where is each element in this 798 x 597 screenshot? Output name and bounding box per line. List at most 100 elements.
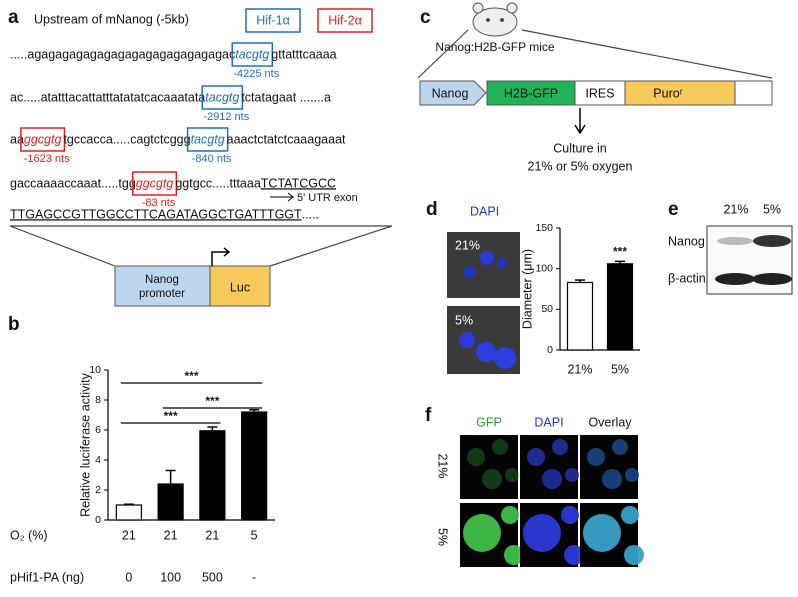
- site-box: [231, 42, 274, 67]
- funnel: [9, 225, 393, 267]
- construct-box: [624, 80, 736, 106]
- micrograph-tile: [580, 435, 638, 499]
- x-tick-label: 0: [125, 570, 132, 584]
- cell-cluster: [565, 468, 579, 482]
- tss-arrow: [211, 247, 231, 266]
- construct-label: Puroʳ: [653, 86, 682, 100]
- y-axis-label: Diameter (μm): [520, 249, 534, 329]
- y-tick-label: 8: [95, 394, 101, 406]
- micrograph-tile: [520, 435, 578, 499]
- legend-box: [245, 8, 301, 33]
- cell-cluster: [602, 469, 622, 489]
- culture-label: 21% or 5% oxygen: [528, 159, 633, 173]
- sequence-text: gaccaaaaccaaat.....tgg: [10, 176, 136, 190]
- cell-cluster: [542, 469, 562, 489]
- promoter-label: promoter: [139, 288, 185, 300]
- row-label: Nanog: [668, 234, 705, 248]
- bar: [606, 263, 634, 351]
- cell-cluster: [624, 545, 644, 565]
- y-tick-label: 50: [541, 303, 553, 315]
- x-tick-label: 21: [164, 528, 178, 542]
- site-position: -1623 nts: [24, 153, 70, 165]
- binding-site: ggcgtg: [136, 176, 174, 190]
- cell-cluster: [505, 468, 519, 482]
- cell-cluster: [625, 468, 639, 482]
- x-tick-label: 21%: [567, 362, 592, 376]
- row-label: 5%: [436, 528, 450, 546]
- cell-cluster: [523, 514, 561, 552]
- site-box: [20, 127, 66, 152]
- image-label: 21%: [455, 238, 480, 252]
- mice-label: Nanog:H2B-GFP mice: [435, 40, 554, 54]
- panel-label: f: [425, 405, 432, 426]
- cell-cluster: [492, 439, 508, 455]
- panel-label: b: [8, 314, 20, 335]
- legend-label: Hif-2α: [328, 13, 362, 27]
- column-label: DAPI: [534, 415, 563, 429]
- cell-cluster: [527, 448, 545, 466]
- binding-site: tacgtg: [235, 47, 269, 61]
- construct-label: Nanog: [432, 86, 469, 100]
- sequence-text: TTGAGCCGTTGGCCTTCAGATAGGCTGATTTGGT: [10, 207, 302, 221]
- legend-box: [317, 8, 373, 33]
- column-label: GFP: [476, 415, 502, 429]
- sequence-text: tgccacca.....cagtctcggg: [63, 132, 190, 146]
- significance-label: ***: [164, 409, 178, 423]
- site-position: -83 nts: [142, 197, 176, 209]
- image-label: 5%: [455, 313, 473, 327]
- cell-cluster: [621, 506, 639, 524]
- cell-cluster: [564, 545, 584, 565]
- arrowhead: [287, 192, 294, 202]
- x-tick-label: 21: [205, 528, 219, 542]
- cell-cluster: [467, 448, 485, 466]
- y-tick-label: 10: [89, 364, 101, 376]
- micrograph-tile: [460, 435, 518, 499]
- legend-label: Hif-1α: [256, 13, 290, 27]
- site-position: -840 nts: [192, 153, 232, 165]
- column-label: 21%: [723, 202, 748, 216]
- column-label: 5%: [763, 202, 781, 216]
- micrograph-grid: [460, 435, 644, 567]
- sequence-text: .....: [302, 207, 319, 221]
- funnel: [417, 29, 773, 79]
- culture-label: Culture in: [553, 141, 607, 155]
- sequence-text: gttatttcaaaa: [271, 47, 336, 61]
- utr-label: 5' UTR exon: [297, 192, 358, 204]
- site-box: [201, 85, 244, 110]
- y-tick-label: 100: [535, 262, 553, 274]
- row-label: 21%: [436, 453, 450, 478]
- construct-box: [734, 80, 773, 106]
- binding-site: tacgtg: [205, 90, 239, 104]
- panel-title: Upstream of mNanog (-5kb): [34, 12, 189, 26]
- panel-label: c: [420, 7, 431, 28]
- sequence-text: TCTATCGCC: [261, 176, 336, 190]
- significance-label: ***: [184, 369, 198, 383]
- luc-box: [209, 265, 271, 307]
- binding-site: tacgtg: [191, 132, 225, 146]
- x-tick-label: 21: [122, 528, 136, 542]
- y-tick-label: 0: [547, 344, 553, 356]
- y-axis-label: Relative luciferase activity: [78, 372, 92, 517]
- promoter-label: Nanog: [145, 274, 179, 286]
- y-tick-label: 150: [535, 222, 553, 234]
- site-box: [186, 127, 229, 152]
- sequence-text: .....agagagagagagagagagagagagagagac: [10, 47, 235, 61]
- y-tick-label: 2: [95, 484, 101, 496]
- row-label: pHif1-PA (ng): [10, 570, 84, 584]
- sequence-text: tctatagaat .......a: [241, 90, 331, 104]
- y-tick-label: 6: [95, 424, 101, 436]
- significance-label: ***: [613, 245, 627, 259]
- site-box: [132, 171, 178, 196]
- site-position: -4225 nts: [233, 68, 279, 80]
- bar: [566, 281, 594, 351]
- promoter-box: [114, 265, 211, 307]
- stain-label: DAPI: [470, 204, 499, 218]
- x-tick-label: -: [252, 570, 256, 584]
- construct-label: IRES: [585, 86, 614, 100]
- micrograph: [447, 232, 520, 374]
- x-tick-label: 100: [160, 570, 181, 584]
- row-label: O₂ (%): [10, 528, 48, 542]
- sequence-text: ac.....atatttacattatttatatatcacaaatata: [10, 90, 205, 104]
- sequence-text: aa: [10, 132, 24, 146]
